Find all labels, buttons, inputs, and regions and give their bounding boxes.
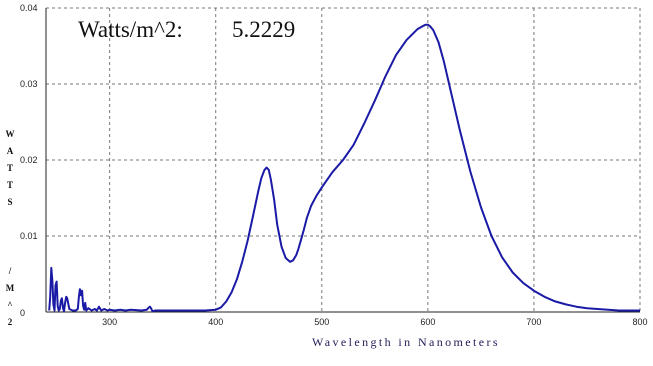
y-axis-label-char: / (8, 266, 12, 276)
y-axis-label-char: T (7, 163, 13, 173)
series-group (48, 23, 640, 313)
x-tick-label: 400 (208, 317, 223, 327)
x-tick-label: 700 (526, 317, 541, 327)
x-tick-label: 300 (102, 317, 117, 327)
y-tick-label: 0 (20, 308, 25, 318)
y-axis-label-char: M (6, 283, 15, 293)
x-tick-label: 500 (314, 317, 329, 327)
y-tick-labels: 0 0.01 0.02 0.03 0.04 (20, 3, 38, 318)
header-value: 5.2229 (232, 17, 295, 42)
y-tick-label: 0.01 (20, 231, 38, 241)
y-axis-label-char: ^ (7, 300, 12, 310)
axes (45, 8, 640, 313)
y-axis-label-char: S (7, 197, 12, 207)
y-tick-label: 0.04 (20, 3, 38, 13)
x-axis-label: Wavelength in Nanometers (312, 335, 500, 349)
y-axis-label-char: W (6, 129, 15, 139)
x-tick-labels: 300 400 500 600 700 800 (102, 317, 647, 327)
y-axis-label-char: T (7, 180, 13, 190)
y-axis-label-char: A (7, 146, 14, 156)
y-tick-label: 0.03 (20, 79, 38, 89)
y-axis-label-char: 2 (8, 317, 13, 327)
y-tick-label: 0.02 (20, 155, 38, 165)
x-tick-label: 800 (632, 317, 647, 327)
spectrum-line (48, 23, 640, 313)
header-label: Watts/m^2: (78, 17, 183, 42)
x-tick-label: 600 (420, 317, 435, 327)
